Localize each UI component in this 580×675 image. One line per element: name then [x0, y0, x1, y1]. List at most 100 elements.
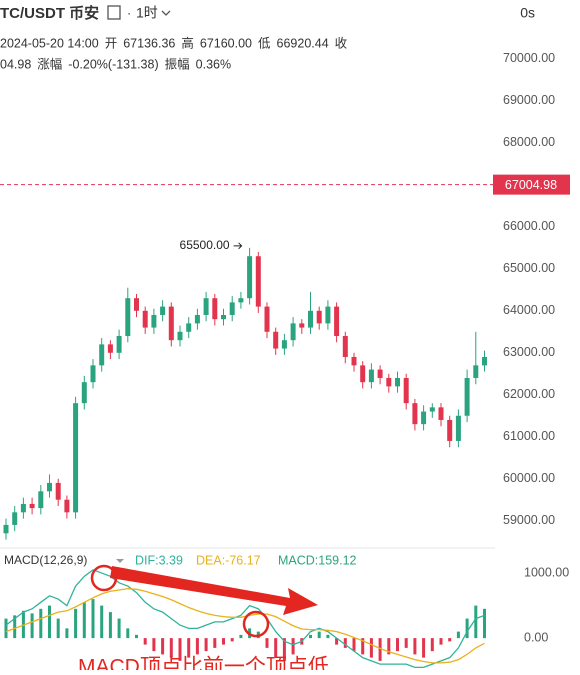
- candle-body: [368, 369, 374, 383]
- macd-bar: [317, 631, 321, 639]
- legend-entry: MACD:159.12: [278, 553, 357, 567]
- macd-bar: [483, 608, 486, 639]
- candle-body: [421, 411, 427, 425]
- macd-bar: [369, 638, 373, 658]
- macd-bar: [169, 638, 173, 658]
- candle-body: [473, 365, 479, 378]
- candle-body: [325, 306, 331, 324]
- candle-body: [194, 314, 200, 324]
- candle-body: [81, 382, 87, 404]
- candle-body: [168, 306, 174, 341]
- macd-bar: [178, 638, 182, 661]
- y-tick-label: 59000.00: [503, 513, 555, 527]
- dropdown-icon[interactable]: [161, 10, 171, 16]
- macd-line: [5, 569, 485, 669]
- y-tick-label: 68000.00: [503, 135, 555, 149]
- dot: ·: [127, 6, 131, 20]
- info-text: 0.36%: [196, 57, 231, 71]
- macd-bar: [352, 638, 356, 652]
- macd-bar: [222, 638, 225, 645]
- annotation-text: MACD顶点比前一个顶点低: [78, 656, 329, 670]
- candle-body: [255, 256, 261, 307]
- candle-body: [316, 310, 322, 324]
- macd-bar: [39, 608, 43, 639]
- candle-body: [73, 403, 79, 513]
- info-text: 04.98: [0, 57, 31, 71]
- y-tick-label: 69000.00: [503, 93, 555, 107]
- candle-body: [351, 356, 357, 366]
- candle-body: [47, 482, 52, 492]
- macd-bar: [143, 638, 147, 645]
- macd-bar: [230, 638, 234, 642]
- info-text: 收: [335, 36, 348, 50]
- candle-body: [281, 340, 287, 349]
- macd-bar: [422, 638, 426, 658]
- y-tick-label: 61000.00: [503, 429, 555, 443]
- last-price-box: [493, 174, 570, 195]
- macd-bar: [448, 638, 452, 642]
- macd-title: MACD(12,26,9): [4, 553, 87, 567]
- macd-bar: [309, 634, 312, 639]
- info-text: 67160.00: [200, 36, 252, 50]
- macd-bar: [108, 612, 112, 639]
- y-tick-label: 63000.00: [503, 345, 555, 359]
- candle-body: [125, 298, 131, 336]
- candle-body: [99, 344, 105, 366]
- candle-body: [20, 503, 26, 513]
- macd-bar: [74, 608, 78, 639]
- macd-bar: [135, 634, 138, 639]
- candle-body: [229, 302, 235, 315]
- macd-bar: [195, 638, 199, 655]
- edit-icon[interactable]: [107, 5, 121, 20]
- interval[interactable]: 1时: [136, 5, 158, 21]
- macd-bar: [335, 638, 339, 645]
- macd-bar: [30, 613, 34, 639]
- candle-body: [290, 323, 296, 341]
- macd-bar: [430, 638, 434, 652]
- y-tick-label: 62000.00: [503, 387, 555, 401]
- max-arrow: [233, 242, 243, 250]
- legend-entry: DIF:3.39: [135, 553, 183, 567]
- macd-bar: [126, 628, 130, 639]
- candle-body: [412, 403, 418, 425]
- candle-body: [386, 377, 392, 387]
- candle-body: [238, 298, 244, 303]
- candle-body: [342, 335, 348, 357]
- candle-body: [299, 323, 305, 328]
- y-tick-label: 66000.00: [503, 219, 555, 233]
- candle-body: [395, 377, 400, 387]
- candle-body: [38, 491, 44, 509]
- macd-bar: [282, 638, 286, 661]
- candle-body: [360, 365, 366, 383]
- macd-bar: [274, 638, 278, 658]
- candle-body: [186, 323, 192, 332]
- macd-bar: [387, 638, 391, 655]
- macd-bar: [117, 618, 121, 639]
- legend-entry: DEA:-76.17: [196, 553, 261, 567]
- macd-bar: [100, 605, 104, 639]
- info-text: 振幅: [165, 56, 190, 71]
- candle-body: [55, 482, 61, 500]
- circle: [242, 610, 270, 638]
- macd-bar: [456, 631, 460, 639]
- macd-bar: [65, 628, 69, 639]
- candle-body: [429, 407, 435, 412]
- info-text: 高: [181, 35, 194, 50]
- candle-body: [221, 314, 226, 320]
- symbol[interactable]: TC/USDT 币安: [0, 4, 99, 22]
- candle-body: [247, 256, 253, 299]
- info-text: 2024-05-20 14:00: [0, 36, 99, 50]
- macd-bar: [343, 638, 347, 648]
- macd-bar: [378, 638, 382, 661]
- candle-body: [142, 310, 148, 328]
- candle-body: [455, 415, 461, 441]
- dropdown-icon: [116, 559, 124, 563]
- candle-body: [403, 377, 409, 404]
- candle-body: [212, 298, 218, 320]
- candle-body: [177, 331, 183, 341]
- candle-body: [29, 503, 35, 509]
- y-tick-label: 1000.00: [524, 565, 569, 579]
- timer: 0s: [520, 5, 535, 21]
- macd-bar: [291, 638, 295, 655]
- y-tick-label: 60000.00: [503, 471, 555, 485]
